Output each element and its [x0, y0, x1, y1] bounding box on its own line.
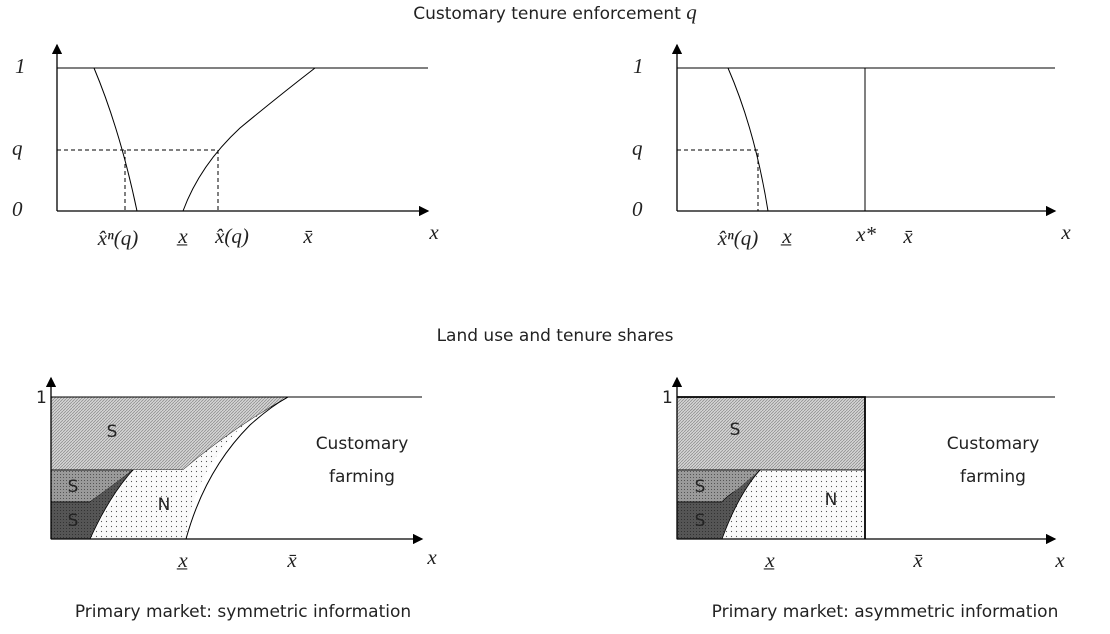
x-label: x̄: [912, 548, 923, 572]
curve: [185, 396, 289, 540]
curve: [93, 67, 138, 212]
y-label: 1: [36, 388, 47, 408]
bottom-title: Land use and tenure shares: [437, 326, 674, 346]
x-label: x̲: [763, 548, 775, 572]
dashed-guide: [677, 149, 759, 211]
region-label: S: [695, 511, 706, 531]
curve: [182, 67, 316, 212]
region-n: [90, 470, 186, 539]
box-border: [677, 396, 866, 539]
x-label: x̄: [286, 548, 297, 572]
panel-top-right: 1 q 0 x̂ⁿ(q) x̲ x* x̄ x: [632, 43, 1071, 250]
x-label: x̂(q): [214, 224, 249, 248]
region-label: S: [68, 511, 79, 531]
panel-bottom-right: 1 S S S N Customary farming x̲ x̄ x Prim…: [662, 376, 1065, 622]
x-label: x*: [855, 222, 876, 246]
x-label: x̲: [176, 548, 188, 572]
caption: Primary market: asymmetric information: [712, 602, 1059, 622]
x-label: x: [1054, 548, 1065, 572]
region-label: N: [825, 490, 838, 510]
region-label: farming: [960, 467, 1026, 487]
top-line: [677, 67, 1055, 211]
region-label: N: [158, 495, 171, 515]
x-label: x̄: [902, 224, 913, 248]
region-s: [50, 396, 290, 471]
x-label: x̂ⁿ(q): [97, 226, 138, 250]
x-label: x̲: [176, 224, 188, 248]
panel-bottom-left: 1 S S S N Customary farming x̲ x̄ x Prim…: [36, 376, 437, 622]
y-label: 1: [15, 54, 26, 78]
region-dots: [183, 397, 288, 539]
x-label: x̄: [302, 224, 313, 248]
y-label: 1: [633, 54, 644, 78]
y-label: 0: [12, 197, 23, 221]
top-title: Customary tenure enforcement q: [413, 0, 697, 24]
y-label: q: [12, 136, 23, 160]
region-s: [676, 396, 866, 471]
y-label: q: [632, 136, 643, 160]
y-label: 1: [662, 388, 673, 408]
region-label: S: [695, 477, 706, 497]
x-label: x: [426, 545, 437, 569]
x-label: x: [1060, 220, 1071, 244]
region-label: farming: [329, 467, 395, 487]
caption: Primary market: symmetric information: [75, 602, 411, 622]
region-label: Customary: [316, 434, 409, 454]
curve: [727, 67, 769, 212]
panel-top-left: 1 q 0 x̂ⁿ(q) x̲ x̂(q) x̄ x: [12, 43, 439, 250]
x-label: x̲: [780, 224, 792, 248]
region-label: S: [730, 420, 741, 440]
y-label: 0: [632, 197, 643, 221]
region-label: S: [68, 477, 79, 497]
dashed-guide: [57, 149, 219, 211]
region-label: S: [107, 422, 118, 442]
region-label: Customary: [947, 434, 1040, 454]
x-label: x: [428, 220, 439, 244]
x-label: x̂ⁿ(q): [717, 226, 758, 250]
